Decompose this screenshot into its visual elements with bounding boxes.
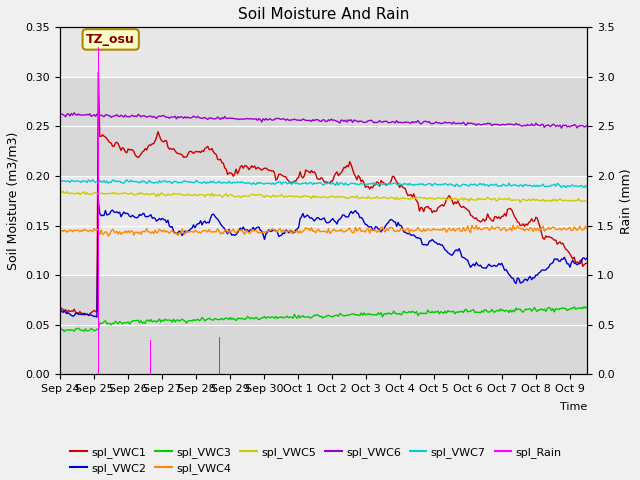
Line: spl_VWC4: spl_VWC4 xyxy=(60,225,587,236)
spl_VWC1 xyxy=(146,142,154,148)
Bar xyxy=(60,275,587,374)
spl_VWC4 xyxy=(104,233,112,239)
spl_VWC4 xyxy=(56,228,64,233)
spl_VWC4 xyxy=(444,227,452,233)
Y-axis label: Rain (mm): Rain (mm) xyxy=(620,168,633,234)
spl_VWC6 xyxy=(235,117,243,122)
spl_VWC1 xyxy=(125,147,133,153)
Bar xyxy=(98,47,99,374)
Bar xyxy=(60,0,587,77)
spl_VWC1 xyxy=(575,260,582,266)
Line: spl_VWC7: spl_VWC7 xyxy=(60,180,587,188)
spl_VWC7 xyxy=(123,177,131,183)
spl_VWC2 xyxy=(328,217,335,223)
spl_VWC3 xyxy=(573,306,581,312)
spl_VWC3 xyxy=(580,304,588,310)
spl_VWC3 xyxy=(144,317,152,323)
spl_VWC2 xyxy=(56,308,64,313)
spl_VWC4 xyxy=(124,228,132,233)
Bar xyxy=(60,77,587,176)
Y-axis label: Soil Moisture (m3/m3): Soil Moisture (m3/m3) xyxy=(7,132,20,270)
spl_VWC2 xyxy=(445,251,453,256)
spl_VWC3 xyxy=(583,304,591,310)
spl_VWC2 xyxy=(95,198,102,204)
Text: TZ_osu: TZ_osu xyxy=(86,33,135,46)
spl_VWC5 xyxy=(144,192,152,197)
spl_VWC7 xyxy=(234,179,241,185)
spl_VWC6 xyxy=(583,122,591,128)
spl_VWC1 xyxy=(237,164,244,169)
spl_VWC7 xyxy=(572,183,579,189)
spl_VWC1 xyxy=(445,192,453,198)
spl_VWC7 xyxy=(442,181,450,187)
spl_VWC1 xyxy=(95,69,102,75)
spl_VWC4 xyxy=(144,229,152,235)
spl_VWC6 xyxy=(56,112,64,118)
spl_VWC1 xyxy=(84,312,92,318)
spl_VWC1 xyxy=(583,260,591,266)
Bar xyxy=(219,336,220,374)
spl_VWC4 xyxy=(583,227,591,232)
spl_VWC6 xyxy=(326,118,333,123)
Line: spl_VWC5: spl_VWC5 xyxy=(60,191,587,203)
spl_VWC6 xyxy=(144,114,152,120)
spl_VWC7 xyxy=(324,180,332,185)
spl_VWC7 xyxy=(56,177,64,182)
spl_VWC4 xyxy=(509,222,517,228)
spl_VWC3 xyxy=(444,308,452,313)
Line: spl_VWC1: spl_VWC1 xyxy=(60,72,587,315)
Title: Soil Moisture And Rain: Soil Moisture And Rain xyxy=(238,7,409,22)
spl_VWC5 xyxy=(59,188,67,194)
spl_VWC4 xyxy=(235,228,243,234)
spl_VWC5 xyxy=(326,194,333,200)
spl_VWC5 xyxy=(516,200,524,205)
spl_VWC5 xyxy=(444,196,452,202)
Line: spl_VWC2: spl_VWC2 xyxy=(60,201,587,317)
Bar xyxy=(60,176,587,275)
spl_VWC6 xyxy=(444,120,452,126)
spl_VWC1 xyxy=(56,305,64,311)
spl_VWC5 xyxy=(575,196,582,202)
spl_VWC2 xyxy=(575,261,582,266)
spl_VWC4 xyxy=(326,231,333,237)
spl_VWC7 xyxy=(580,185,588,191)
Line: spl_VWC6: spl_VWC6 xyxy=(60,113,587,128)
Legend: spl_VWC1, spl_VWC2, spl_VWC3, spl_VWC4, spl_VWC5, spl_VWC6, spl_VWC7, spl_Rain: spl_VWC1, spl_VWC2, spl_VWC3, spl_VWC4, … xyxy=(65,443,566,479)
spl_VWC5 xyxy=(583,199,591,205)
spl_VWC2 xyxy=(125,214,133,219)
spl_VWC2 xyxy=(237,225,244,231)
spl_VWC6 xyxy=(70,110,78,116)
spl_VWC5 xyxy=(124,192,132,197)
spl_VWC2 xyxy=(93,314,100,320)
spl_VWC5 xyxy=(56,190,64,195)
spl_VWC3 xyxy=(235,315,243,321)
spl_VWC4 xyxy=(575,226,582,231)
spl_VWC6 xyxy=(124,114,132,120)
spl_VWC6 xyxy=(557,125,565,131)
spl_VWC3 xyxy=(60,329,68,335)
spl_VWC5 xyxy=(235,193,243,199)
spl_VWC3 xyxy=(56,325,64,331)
spl_VWC1 xyxy=(328,178,335,184)
Bar xyxy=(150,340,152,374)
Line: spl_VWC3: spl_VWC3 xyxy=(60,307,587,332)
spl_VWC7 xyxy=(583,184,591,190)
spl_VWC3 xyxy=(124,319,132,325)
spl_VWC6 xyxy=(575,123,582,129)
spl_VWC2 xyxy=(146,213,154,219)
spl_VWC2 xyxy=(583,255,591,261)
spl_VWC3 xyxy=(326,313,333,319)
spl_VWC7 xyxy=(143,180,150,186)
X-axis label: Time: Time xyxy=(560,402,587,412)
